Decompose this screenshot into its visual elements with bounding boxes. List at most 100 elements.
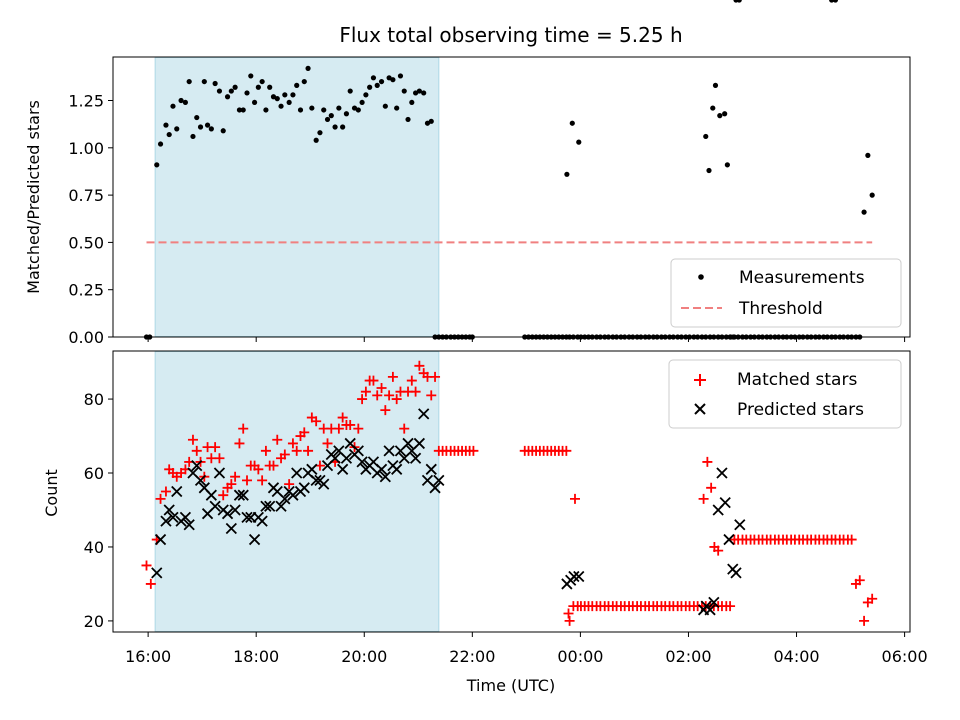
predicted-stars-point — [194, 474, 207, 487]
matched-stars-point — [226, 479, 237, 490]
matched-stars-point — [854, 575, 865, 586]
predicted-stars-point — [191, 459, 203, 472]
predicted-stars-point — [171, 485, 183, 498]
predicted-stars-point — [233, 489, 246, 501]
measurements-point — [576, 139, 582, 145]
matched-stars-point — [291, 445, 302, 456]
measurements-point — [309, 105, 315, 111]
measurements-point — [240, 107, 246, 113]
measurements-point — [186, 78, 192, 85]
legend-matched-label: Matched stars — [737, 370, 857, 390]
matched-stars-point — [230, 471, 241, 482]
measurements-point — [861, 209, 867, 215]
measurements-point — [328, 113, 334, 119]
matched-stars-point — [322, 438, 333, 449]
measurements-point — [286, 99, 292, 106]
counts-y-ticks: 20 40 60 80 — [84, 390, 113, 631]
matched-stars-point — [725, 601, 736, 612]
observing-window-top — [154, 57, 440, 337]
matched-stars-point — [569, 493, 580, 504]
measurements-point — [197, 124, 204, 130]
matched-stars-point — [345, 419, 356, 430]
predicted-stars-point — [229, 504, 241, 516]
measurements-point — [216, 88, 223, 94]
measurements-point — [154, 162, 160, 168]
measurements-point — [340, 124, 346, 130]
matched-stars-point — [713, 545, 724, 556]
counts-panel: 20 40 60 80 16:00 18:00 20:00 22:00 00:00 02:00 0… — [42, 351, 928, 695]
y-tick-label: 1.25 — [68, 92, 104, 111]
measurements-point — [212, 80, 218, 87]
x-tick-label: 06:00 — [882, 647, 928, 666]
measurements-point — [397, 73, 404, 79]
y-tick-label: 40 — [84, 538, 104, 557]
matched-stars-point — [353, 423, 364, 434]
predicted-stars-point — [402, 437, 414, 450]
measurements-point — [178, 97, 184, 104]
matched-stars-point — [287, 438, 298, 449]
matched-stars-point — [702, 456, 713, 467]
y-tick-label: 20 — [84, 612, 104, 631]
measurements-point — [236, 107, 243, 113]
matched-stars-point — [268, 460, 279, 471]
predicted-stars-point — [730, 567, 742, 579]
y-tick-label: 0.75 — [68, 186, 104, 205]
measurements-point — [363, 92, 369, 98]
measurements-point — [182, 99, 189, 106]
x-tick-label: 02:00 — [665, 647, 711, 666]
predicted-stars-point — [716, 467, 728, 479]
predicted-stars-point — [225, 522, 237, 535]
predicted-stars-point — [573, 570, 585, 583]
measurements-point — [722, 111, 728, 117]
matched-stars-point — [284, 479, 295, 490]
y-tick-label: 60 — [84, 464, 104, 483]
measurements-point — [706, 167, 712, 174]
measurements-point — [259, 78, 265, 85]
predicted-stars-point — [383, 445, 395, 457]
measurements-point — [232, 84, 238, 90]
predicted-stars-point — [704, 604, 716, 616]
matched-stars-point — [376, 382, 387, 393]
measurements-point — [378, 78, 385, 85]
measurements-point — [332, 124, 338, 130]
measurements-point — [416, 88, 422, 94]
predicted-stars-point — [154, 533, 167, 546]
measurements-point — [301, 78, 307, 85]
predicted-stars-point — [163, 504, 175, 516]
y-tick-label: 80 — [84, 390, 104, 409]
ratio-y-ticks: 0.00 0.25 0.50 0.75 1.00 1.25 — [68, 92, 113, 347]
predicted-stars-point — [248, 533, 261, 546]
matched-stars-point — [303, 445, 314, 456]
measurements-point — [367, 84, 373, 90]
measurements-point — [343, 111, 350, 117]
measurements-point — [317, 130, 323, 136]
measurements-point — [336, 105, 342, 111]
predicted-stars-point — [179, 511, 192, 524]
ratio-legend: Measurements Threshold — [670, 258, 902, 328]
matched-stars-point — [698, 493, 709, 504]
predicted-stars-point — [209, 500, 221, 512]
matched-stars-point — [384, 390, 395, 401]
matched-stars-point — [380, 405, 391, 416]
y-tick-label: 1.00 — [68, 139, 104, 158]
x-tick-label: 00:00 — [557, 647, 603, 666]
measurements-point — [166, 131, 172, 138]
counts-marks — [142, 361, 878, 626]
matched-stars-point — [279, 449, 290, 460]
predicted-stars-point — [409, 452, 422, 464]
predicted-stars-point — [221, 508, 234, 520]
matched-stars-point — [563, 608, 574, 619]
predicted-stars-point — [723, 533, 735, 546]
predicted-stars-point — [260, 500, 272, 512]
measurements-point — [394, 105, 400, 111]
matched-stars-point — [187, 434, 198, 445]
measurements-point — [382, 103, 388, 109]
measurements-point — [163, 122, 169, 128]
matched-stars-point — [253, 464, 264, 475]
measurements-point — [359, 99, 365, 106]
measurements-point — [710, 105, 716, 111]
matched-stars-point — [706, 482, 717, 493]
predicted-stars-point — [719, 496, 731, 509]
predicted-stars-point — [241, 511, 253, 524]
predicted-stars-point — [213, 467, 226, 479]
